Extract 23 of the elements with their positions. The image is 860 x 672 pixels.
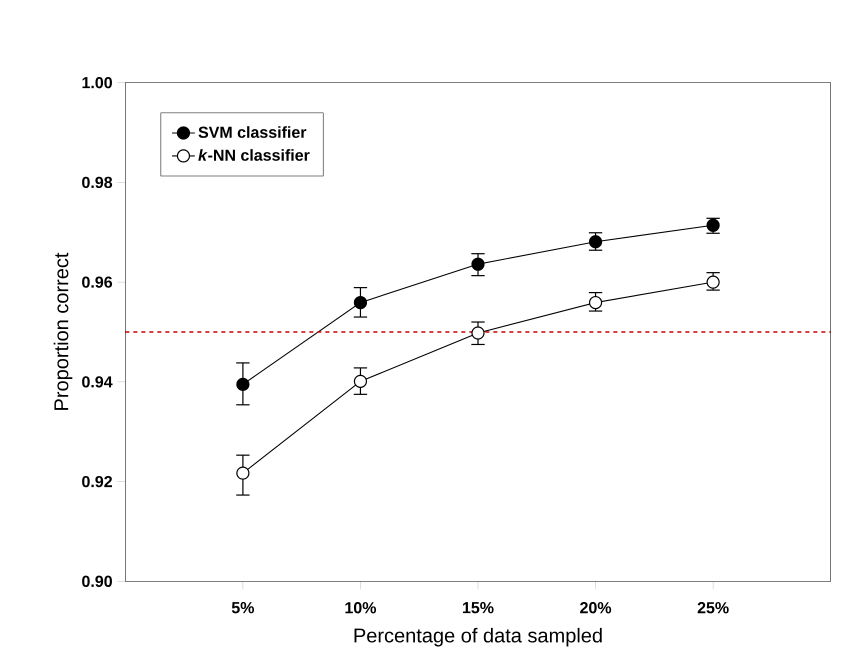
x-axis-title: Percentage of data sampled	[354, 628, 602, 646]
point	[354, 296, 368, 310]
point	[236, 378, 250, 391]
point	[471, 258, 485, 271]
x-tick-label: 10%	[345, 602, 376, 614]
y-tick-label: 0.90	[82, 576, 112, 587]
point	[588, 296, 602, 310]
point	[471, 326, 485, 340]
y-tick-label: 0.92	[82, 476, 112, 488]
legend-label: k-NN classifier	[198, 149, 310, 161]
x-tick-label: 25%	[698, 602, 729, 614]
x-tick-label: 15%	[462, 602, 494, 614]
point	[236, 466, 250, 480]
y-tick-label: 0.98	[82, 176, 112, 188]
y-tick-label: 0.96	[82, 276, 112, 288]
y-tick-label: 0.94	[82, 376, 113, 388]
x-tick-label: 5%	[232, 602, 254, 614]
x-tick-label: 20%	[580, 602, 612, 614]
point	[588, 235, 602, 248]
legend-label: SVM classifier	[198, 126, 306, 138]
y-tick-label: 1.00	[82, 77, 112, 88]
point	[354, 374, 368, 388]
y-axis-title: Proportion correct	[54, 252, 72, 410]
